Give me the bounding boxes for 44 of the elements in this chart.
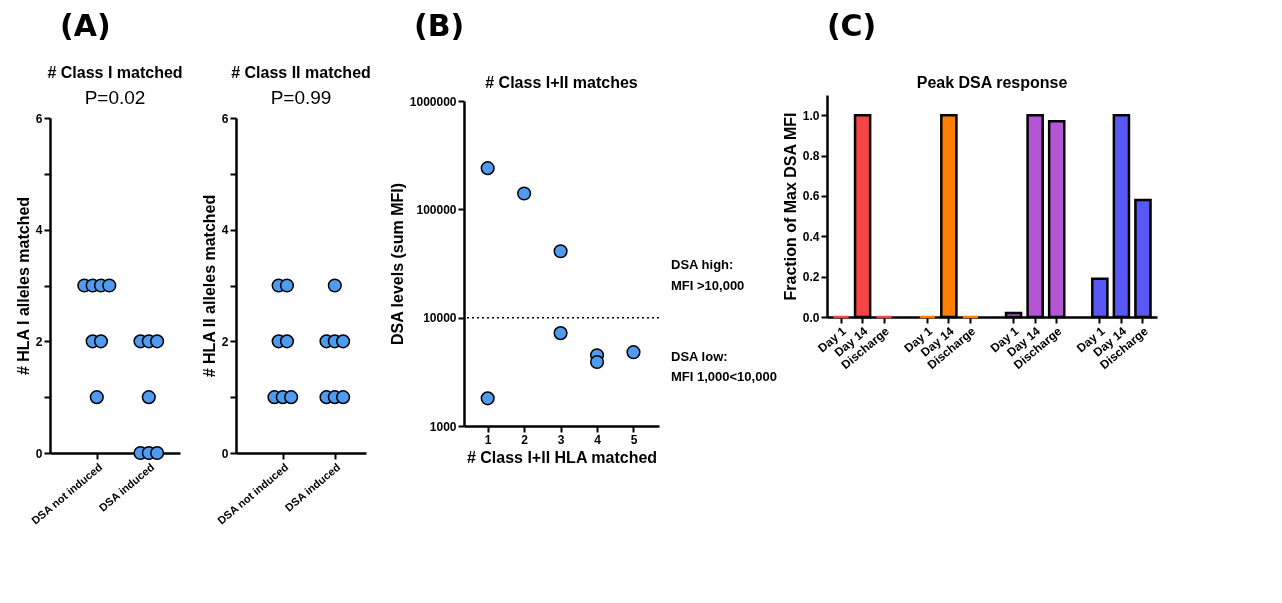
y-axis-title: # HLA II alleles matched [200,194,218,378]
y-tick-label: 0 [35,446,43,461]
x-axis-title: # Class I+II HLA matched [466,448,658,466]
point [517,186,532,201]
point [480,161,495,176]
x-tick-label: 2 [521,432,529,447]
x-tick-label: 3 [557,432,565,447]
text: (A) [60,8,111,43]
y-tick-label: 100000 [416,202,457,217]
y-tick-label: 0.6 [802,189,820,204]
x-tick-label: 4 [594,432,602,447]
y-tick-label: 1000 [429,419,457,434]
y-tick-label: 0.4 [802,229,820,244]
chart-subtitle: P=0.99 [270,87,332,108]
chart-title: # Class I matched [47,64,183,81]
y-axis-title: Fraction of Max DSA MFI [781,112,799,301]
y-tick-label: 0 [221,446,229,461]
y-tick-label: 1000000 [409,94,457,109]
y-tick-label: 0.0 [802,310,820,325]
y-axis-title: # HLA I alleles matched [14,196,32,376]
text: (C) [826,8,877,43]
y-tick-label: 0.2 [802,270,820,285]
chart-subtitle: P=0.02 [84,87,146,108]
point [626,345,641,360]
text: (B) [414,8,465,43]
x-tick-label: 5 [630,432,638,447]
chart-title: # Class I+II matches [485,74,638,91]
x-tick-label: 1 [484,432,492,447]
point [553,326,568,341]
text: DSA low: MFI 1,000<10,000 [671,347,777,387]
y-tick-label: 6 [221,111,229,126]
y-tick-label: 6 [35,111,43,126]
y-tick-label: 4 [35,223,43,238]
y-tick-label: 10000 [423,311,457,326]
chart-title: Peak DSA response [916,74,1068,91]
y-tick-label: 0.8 [802,149,820,164]
y-tick-label: 1.0 [802,108,820,123]
point [553,244,568,259]
point [480,391,495,406]
y-axis-title: DSA levels (sum MFI) [388,182,406,346]
chart-title: # Class II matched [231,64,371,81]
y-tick-label: 4 [221,223,229,238]
text: DSA high: MFI >10,000 [671,256,746,295]
point [589,354,605,370]
